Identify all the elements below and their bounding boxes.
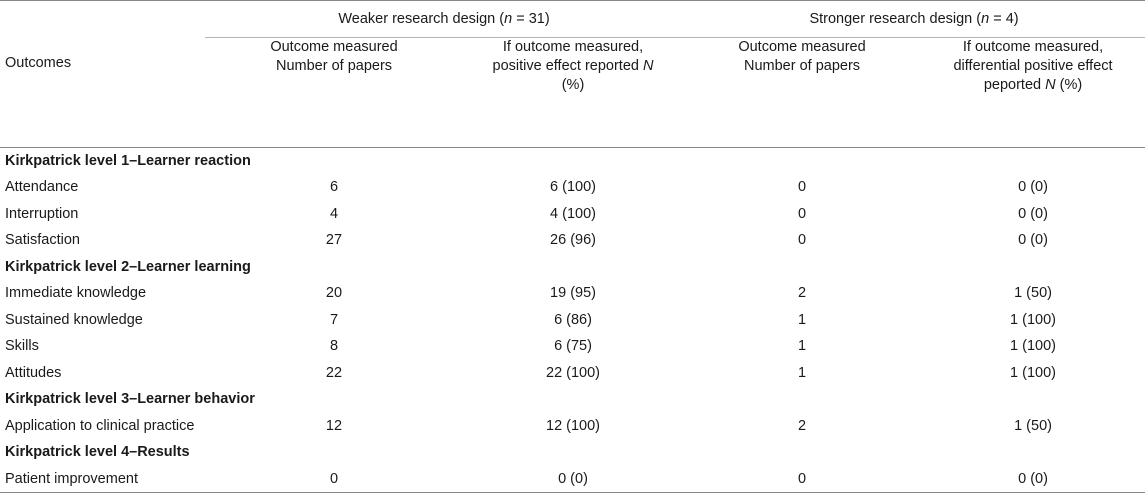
- strong-positive-header-line3: peported: [983, 77, 1046, 93]
- outcomes-header: Outcomes: [0, 37, 205, 148]
- weak-measured-header-line2: Number of papers: [275, 58, 393, 74]
- strong-positive-cell: 1 (100): [1010, 364, 1056, 381]
- strong-measured-cell: 1: [797, 364, 807, 381]
- group-header-spacer: [0, 0, 205, 38]
- row-label: Sustained knowledge: [5, 311, 143, 328]
- weaker-design-header: Weaker research design (n = 31): [205, 0, 684, 38]
- strong-positive-cell: 0 (0): [1018, 232, 1048, 249]
- weak-positive-header: If outcome measured, positive effect rep…: [463, 37, 684, 148]
- weak-positive-header-line3: (%): [561, 77, 585, 93]
- stronger-design-n: n: [981, 11, 990, 27]
- weak-positive-cell: 22 (100): [546, 364, 601, 381]
- weaker-design-n: n: [504, 11, 513, 27]
- column-header-row: Outcomes Outcome measured Number of pape…: [0, 37, 1145, 148]
- section-row: Kirkpatrick level 3–Learner behavior: [0, 386, 1145, 413]
- row-label: Satisfaction: [5, 232, 80, 249]
- weak-measured-header-line1: Outcome measured: [270, 39, 398, 55]
- weak-measured-cell: 12: [325, 417, 343, 434]
- weak-measured-cell: 0: [205, 465, 463, 493]
- strong-positive-header-line3b: (%): [1055, 77, 1083, 93]
- weak-measured-cell: 8: [329, 338, 339, 355]
- strong-measured-cell: 2: [797, 285, 807, 302]
- table-row: Interruption 4 4 (100) 0 0 (0): [0, 201, 1145, 228]
- row-label: Interruption: [5, 205, 79, 222]
- weaker-design-count: = 31): [512, 11, 550, 27]
- table-row: Attendance 6 6 (100) 0 0 (0): [0, 174, 1145, 201]
- table-row: Attitudes 22 22 (100) 1 1 (100): [0, 360, 1145, 387]
- weak-positive-cell: 12 (100): [546, 417, 601, 434]
- strong-positive-cell: 0 (0): [1018, 179, 1048, 196]
- weak-positive-header-line1: If outcome measured,: [502, 39, 644, 55]
- strong-measured-cell: 1: [797, 338, 807, 355]
- strong-measured-header: Outcome measured Number of papers: [683, 37, 922, 148]
- strong-measured-cell: 0: [797, 232, 807, 249]
- row-label: Immediate knowledge: [5, 285, 147, 302]
- table-row: Satisfaction 27 26 (96) 0 0 (0): [0, 227, 1145, 254]
- stronger-design-label: Stronger research design (: [809, 11, 982, 27]
- strong-measured-cell: 0: [683, 465, 922, 493]
- strong-positive-cell: 1 (50): [1014, 285, 1052, 302]
- strong-positive-header-line1: If outcome measured,: [962, 39, 1104, 55]
- stronger-design-header: Stronger research design (n = 4): [683, 0, 1145, 38]
- weak-positive-header-N: N: [643, 58, 654, 74]
- strong-measured-cell: 2: [797, 417, 807, 434]
- strong-measured-cell: 0: [797, 205, 807, 222]
- weak-positive-header-line2: positive effect reported: [492, 58, 643, 74]
- weak-positive-cell: 6 (100): [550, 179, 596, 196]
- weak-positive-cell: 4 (100): [550, 205, 596, 222]
- weak-measured-cell: 20: [325, 285, 343, 302]
- weak-measured-cell: 22: [325, 364, 343, 381]
- row-label: Skills: [5, 338, 39, 355]
- strong-measured-header-line2: Number of papers: [743, 58, 861, 74]
- table-header: Weaker research design (n = 31) Stronger…: [0, 0, 1145, 148]
- section-title: Kirkpatrick level 3–Learner behavior: [5, 391, 255, 408]
- weak-measured-cell: 4: [329, 205, 339, 222]
- strong-positive-cell: 0 (0): [1018, 205, 1048, 222]
- strong-positive-header-N: N: [1045, 77, 1056, 93]
- section-row: Kirkpatrick level 1–Learner reaction: [0, 147, 1145, 174]
- strong-measured-header-line1: Outcome measured: [738, 39, 866, 55]
- section-row: Kirkpatrick level 2–Learner learning: [0, 254, 1145, 281]
- table-row: Patient improvement 0 0 (0) 0 0 (0): [0, 465, 1145, 493]
- weak-positive-cell: 6 (75): [554, 338, 592, 355]
- weaker-design-label: Weaker research design (: [338, 11, 505, 27]
- row-label: Application to clinical practice: [5, 417, 195, 434]
- section-title: Kirkpatrick level 2–Learner learning: [5, 258, 251, 275]
- weak-measured-cell: 6: [329, 179, 339, 196]
- strong-positive-header: If outcome measured, differential positi…: [921, 37, 1145, 148]
- section-row: Kirkpatrick level 4–Results: [0, 439, 1145, 466]
- table-row: Application to clinical practice 12 12 (…: [0, 413, 1145, 440]
- row-label: Attitudes: [5, 364, 62, 381]
- strong-positive-cell: 1 (100): [1010, 338, 1056, 355]
- weak-positive-cell: 6 (86): [554, 311, 592, 328]
- weak-measured-cell: 27: [325, 232, 343, 249]
- weak-measured-cell: 7: [329, 311, 339, 328]
- strong-positive-cell: 0 (0): [921, 465, 1145, 493]
- group-header-row: Weaker research design (n = 31) Stronger…: [0, 0, 1145, 38]
- table-row: Sustained knowledge 7 6 (86) 1 1 (100): [0, 307, 1145, 334]
- strong-positive-cell: 1 (50): [1014, 417, 1052, 434]
- section-title: Kirkpatrick level 1–Learner reaction: [5, 152, 251, 169]
- stronger-design-count: = 4): [989, 11, 1019, 27]
- weak-measured-header: Outcome measured Number of papers: [205, 37, 463, 148]
- section-title: Kirkpatrick level 4–Results: [5, 444, 190, 461]
- strong-positive-cell: 1 (100): [1010, 311, 1056, 328]
- weak-positive-cell: 26 (96): [550, 232, 596, 249]
- weak-positive-cell: 19 (95): [550, 285, 596, 302]
- table-row: Immediate knowledge 20 19 (95) 2 1 (50): [0, 280, 1145, 307]
- row-label: Attendance: [5, 179, 79, 196]
- table-body: Kirkpatrick level 1–Learner reaction Att…: [0, 147, 1145, 493]
- weak-positive-cell: 0 (0): [463, 465, 684, 493]
- strong-measured-cell: 0: [797, 179, 807, 196]
- strong-measured-cell: 1: [797, 311, 807, 328]
- strong-positive-header-line2: differential positive effect: [953, 58, 1113, 74]
- row-label: Patient improvement: [0, 465, 205, 493]
- table-row: Skills 8 6 (75) 1 1 (100): [0, 333, 1145, 360]
